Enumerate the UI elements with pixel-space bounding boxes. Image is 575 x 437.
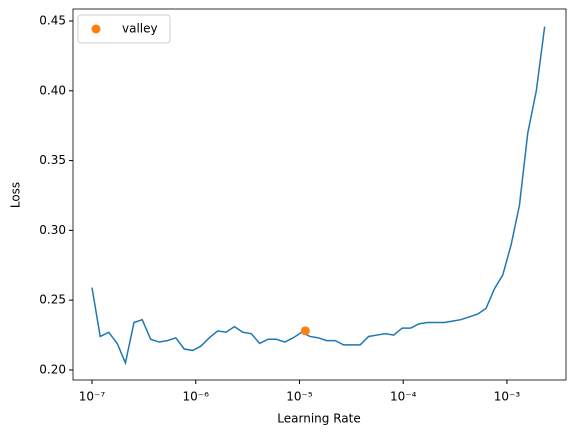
plot-frame [72, 8, 567, 381]
x-tick-label: 10⁻⁴ [390, 390, 417, 404]
y-tick-label: 0.30 [39, 223, 66, 237]
y-tick-label: 0.35 [39, 153, 66, 167]
x-tick-label: 10⁻⁷ [79, 390, 106, 404]
x-tick-label: 10⁻⁶ [183, 390, 210, 404]
y-tick-label: 0.25 [39, 293, 66, 307]
y-tick-label: 0.45 [39, 14, 66, 28]
x-tick-label: 10⁻⁵ [286, 390, 313, 404]
loss-line [91, 26, 546, 366]
legend-label: valley [122, 22, 158, 36]
y-tick-label: 0.40 [39, 83, 66, 97]
x-axis-label: Learning Rate [277, 412, 360, 426]
valley-point [300, 326, 310, 336]
y-tick-label: 0.20 [39, 362, 66, 376]
y-axis-label: Loss [9, 182, 23, 208]
x-tick-label: 10⁻³ [494, 390, 521, 404]
legend-marker [91, 24, 101, 34]
legend-box [77, 14, 171, 44]
